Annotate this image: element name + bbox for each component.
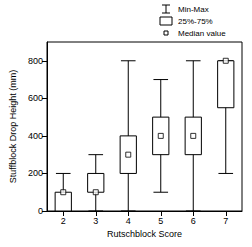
svg-text:Median value: Median value [178,29,226,38]
svg-text:Stuffblock Drop Height (mm): Stuffblock Drop Height (mm) [8,70,18,183]
svg-text:3: 3 [93,216,98,226]
svg-text:4: 4 [126,216,131,226]
svg-text:5: 5 [158,216,163,226]
svg-text:2: 2 [61,216,66,226]
svg-text:400: 400 [28,131,43,141]
svg-text:25%-75%: 25%-75% [178,17,213,26]
svg-text:Min-Max: Min-Max [178,5,209,14]
svg-text:0: 0 [38,206,43,216]
svg-text:200: 200 [28,168,43,178]
svg-text:7: 7 [223,216,228,226]
svg-text:6: 6 [191,216,196,226]
svg-text:Rutschblock Score: Rutschblock Score [107,229,182,239]
svg-text:600: 600 [28,93,43,103]
svg-text:800: 800 [28,56,43,66]
